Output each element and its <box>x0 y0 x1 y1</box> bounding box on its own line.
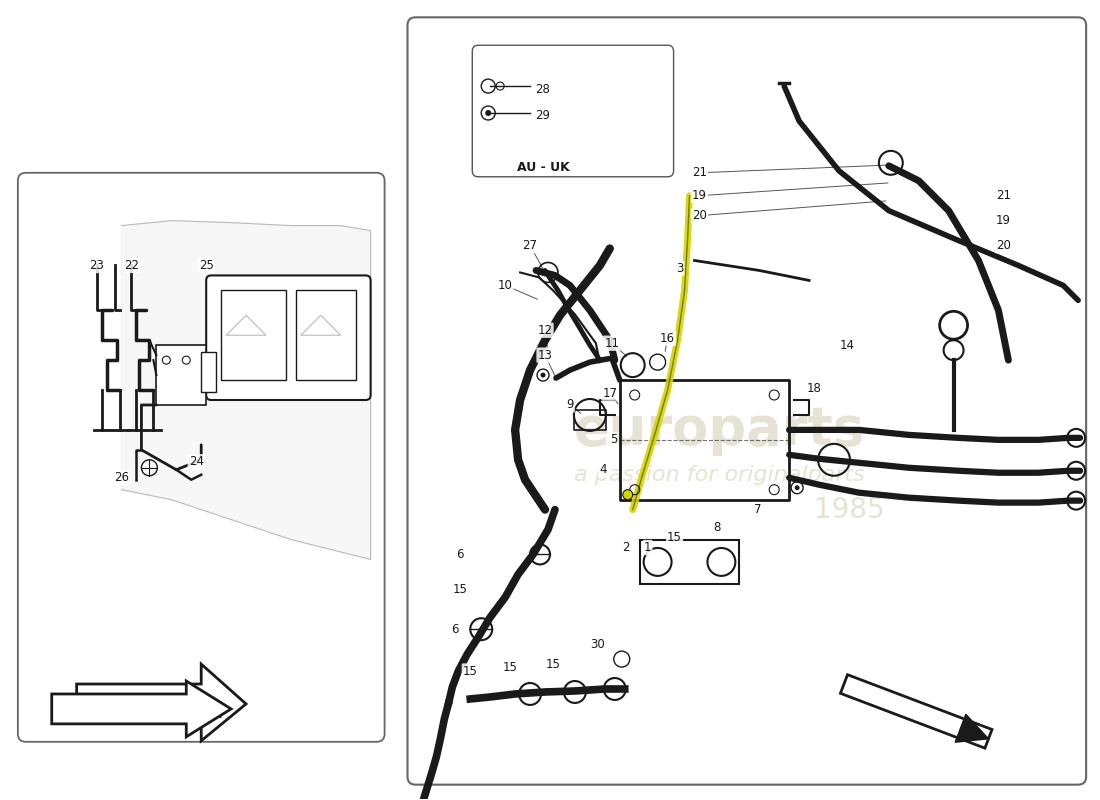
Text: 15: 15 <box>667 531 682 544</box>
Text: 24: 24 <box>189 455 204 468</box>
Circle shape <box>794 486 800 490</box>
FancyBboxPatch shape <box>407 18 1086 785</box>
FancyBboxPatch shape <box>206 275 371 400</box>
Text: AU - UK: AU - UK <box>517 161 570 174</box>
Text: 6: 6 <box>452 622 459 636</box>
Text: 19: 19 <box>692 190 707 202</box>
Text: 15: 15 <box>546 658 560 670</box>
Text: 11: 11 <box>604 337 619 350</box>
Text: 26: 26 <box>114 471 129 484</box>
Text: 16: 16 <box>660 332 675 345</box>
FancyBboxPatch shape <box>472 46 673 177</box>
Circle shape <box>540 373 546 378</box>
Text: 9: 9 <box>566 398 574 411</box>
Bar <box>156 345 206 405</box>
Text: 15: 15 <box>453 583 468 596</box>
FancyBboxPatch shape <box>18 173 385 742</box>
Text: 23: 23 <box>89 259 104 272</box>
Text: 10: 10 <box>497 279 513 292</box>
Text: 15: 15 <box>503 661 518 674</box>
Polygon shape <box>840 674 992 748</box>
Text: 19: 19 <box>996 214 1011 227</box>
Polygon shape <box>121 221 371 559</box>
Text: 17: 17 <box>603 386 617 399</box>
Text: 1: 1 <box>644 541 651 554</box>
Text: 3: 3 <box>675 262 683 275</box>
Text: 30: 30 <box>591 638 605 650</box>
Text: 29: 29 <box>535 110 550 122</box>
Text: europarts: europarts <box>574 404 865 456</box>
Bar <box>296 290 355 380</box>
Text: 25: 25 <box>199 259 213 272</box>
Polygon shape <box>955 714 989 742</box>
Text: 27: 27 <box>522 239 538 252</box>
Text: 20: 20 <box>996 239 1011 252</box>
Text: 2: 2 <box>621 541 629 554</box>
Circle shape <box>623 490 632 500</box>
Polygon shape <box>52 681 231 737</box>
Text: 28: 28 <box>535 82 550 95</box>
Bar <box>201 352 217 392</box>
Text: 7: 7 <box>754 503 761 516</box>
Circle shape <box>485 110 492 116</box>
Text: a passion for originalparts: a passion for originalparts <box>574 465 865 485</box>
Text: 6: 6 <box>456 548 464 561</box>
Polygon shape <box>77 664 246 741</box>
Bar <box>640 539 739 584</box>
Text: 21: 21 <box>996 190 1011 202</box>
Text: 5: 5 <box>610 434 617 446</box>
Text: 22: 22 <box>124 259 139 272</box>
Text: 13: 13 <box>538 349 552 362</box>
Text: 4: 4 <box>600 463 606 476</box>
Text: 15: 15 <box>463 665 477 678</box>
Text: 1985: 1985 <box>814 496 884 524</box>
Text: 8: 8 <box>714 521 722 534</box>
Text: 12: 12 <box>538 324 552 337</box>
Text: 21: 21 <box>692 166 707 179</box>
Text: 20: 20 <box>692 209 707 222</box>
Bar <box>221 290 286 380</box>
Text: 14: 14 <box>839 338 855 352</box>
Text: 18: 18 <box>806 382 822 394</box>
